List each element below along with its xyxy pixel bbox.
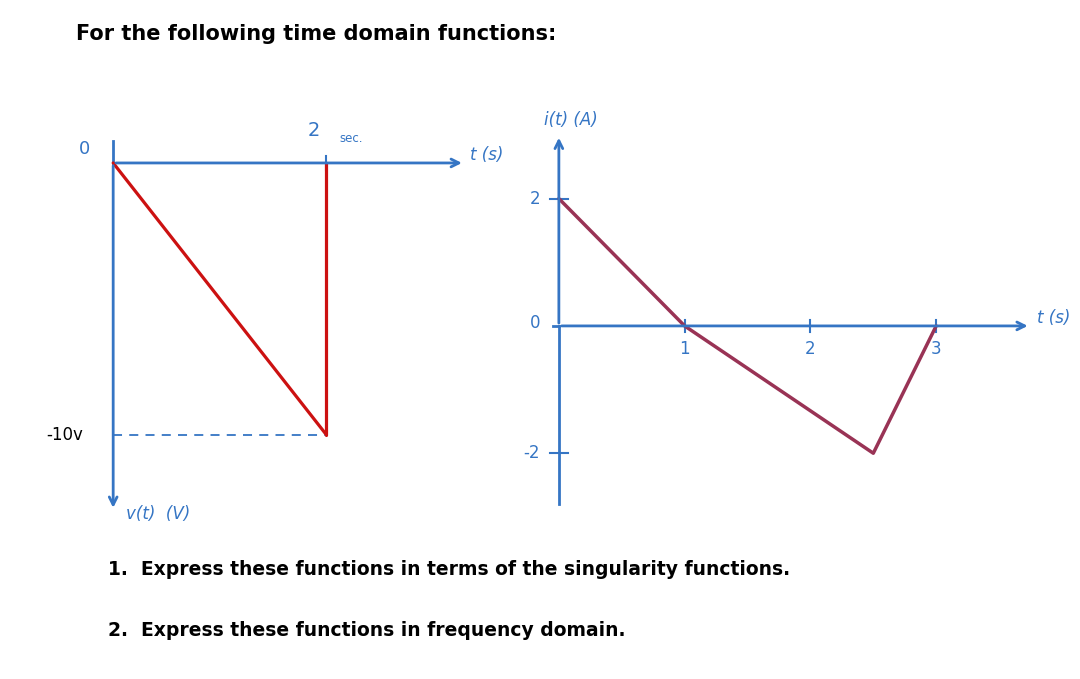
Text: 2: 2 [805, 340, 815, 358]
Text: t (s): t (s) [470, 146, 503, 164]
Text: 0: 0 [529, 314, 540, 332]
Text: v(t)  (V): v(t) (V) [126, 505, 190, 524]
Text: 2.  Express these functions in frequency domain.: 2. Express these functions in frequency … [108, 621, 625, 640]
Text: 3: 3 [931, 340, 942, 358]
Text: -2: -2 [524, 444, 540, 462]
Text: 2: 2 [529, 189, 540, 208]
Text: i(t) (A): i(t) (A) [543, 111, 597, 128]
Text: t (s): t (s) [1037, 309, 1070, 327]
Text: For the following time domain functions:: For the following time domain functions: [76, 24, 556, 43]
Text: 0: 0 [79, 140, 90, 158]
Text: 1.  Express these functions in terms of the singularity functions.: 1. Express these functions in terms of t… [108, 560, 791, 579]
Text: -10v: -10v [46, 426, 83, 443]
Text: sec.: sec. [339, 132, 363, 145]
Text: 2: 2 [307, 121, 320, 140]
Text: 1: 1 [679, 340, 690, 358]
